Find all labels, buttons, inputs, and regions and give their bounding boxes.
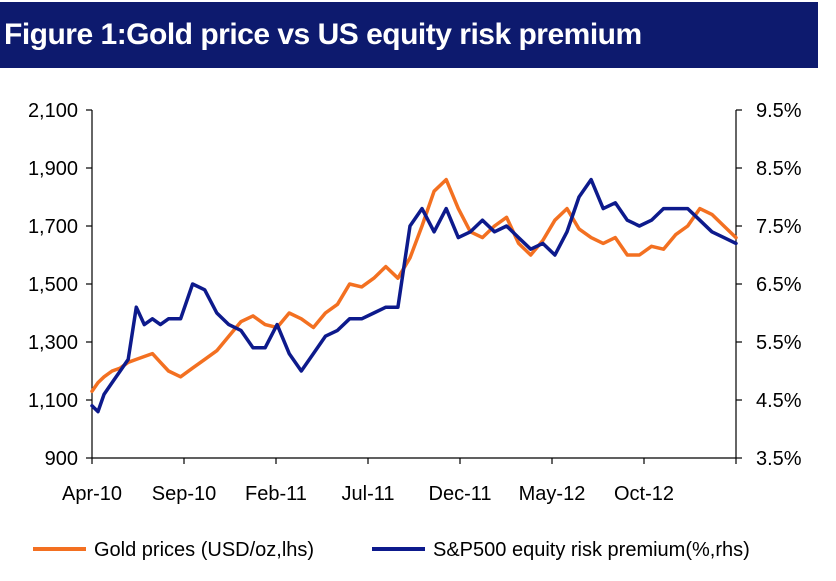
chart-series [90, 177, 738, 414]
right-tick-label: 4.5% [756, 390, 802, 412]
x-tick-label: Jul-11 [342, 483, 395, 505]
right-axis-ticks: 9.5% 8.5% 7.5% 6.5% 5.5% 4.5% 3.5% [736, 100, 802, 470]
left-tick-label: 1,900 [28, 158, 78, 180]
right-tick-label: 6.5% [756, 274, 802, 296]
left-tick-label: 1,300 [28, 332, 78, 354]
right-tick-label: 5.5% [756, 332, 802, 354]
left-axis-ticks: 2,100 1,900 1,700 1,500 1,300 1,100 900 [28, 100, 92, 470]
right-tick-label: 8.5% [756, 158, 802, 180]
right-tick-label: 7.5% [756, 216, 802, 238]
legend-erp-label: S&P500 equity risk premium(%,rhs) [433, 539, 750, 561]
left-tick-label: 900 [45, 448, 78, 470]
left-tick-label: 1,700 [28, 216, 78, 238]
x-tick-label: Sep-10 [152, 483, 217, 505]
x-tick-label: Dec-11 [429, 483, 492, 505]
right-tick-label: 3.5% [756, 448, 802, 470]
left-tick-label: 1,500 [28, 274, 78, 296]
x-tick-label: May-12 [519, 483, 586, 505]
equity-risk-premium-line [90, 177, 738, 414]
chart-legend: Gold prices (USD/oz,lhs) S&P500 equity r… [33, 539, 750, 561]
x-tick-label: Oct-12 [614, 483, 674, 505]
chart-title: Figure 1:Gold price vs US equity risk pr… [0, 2, 818, 68]
x-tick-label: Apr-10 [62, 483, 122, 505]
chart-axes [91, 110, 737, 459]
x-tick-label: Feb-11 [245, 483, 307, 505]
left-tick-label: 2,100 [28, 100, 78, 122]
gold-price-line [90, 177, 738, 394]
x-axis-ticks: Apr-10 Sep-10 Feb-11 Jul-11 Dec-11 May-12 Oct-… [62, 458, 737, 505]
right-tick-label: 9.5% [756, 100, 802, 122]
legend-gold-label: Gold prices (USD/oz,lhs) [94, 539, 314, 561]
left-tick-label: 1,100 [28, 390, 78, 412]
